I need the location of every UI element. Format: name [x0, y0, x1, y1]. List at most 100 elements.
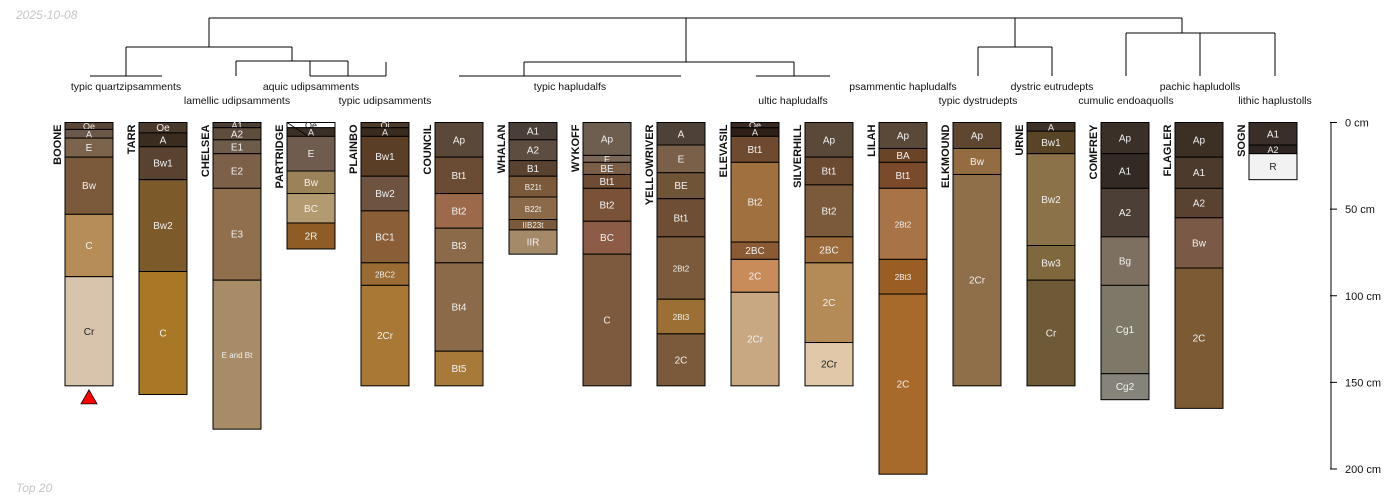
taxonomy-label: psammentic hapludalfs: [849, 81, 956, 93]
horizon-label: R: [1269, 162, 1276, 173]
horizon-flagler-3: [1174, 217, 1224, 269]
horizon-flagler-0: [1174, 122, 1224, 158]
horizon-comfrey-3: [1100, 236, 1150, 286]
horizon-yellowriver-3: [656, 198, 706, 238]
horizon-silverhill-3: [804, 236, 854, 264]
horizon-label: Cr: [1046, 328, 1057, 339]
horizon-elkmound-1: [952, 147, 1002, 175]
horizon-label: A1: [1267, 129, 1280, 140]
profile-council: Ap Bt1 Bt2 Bt3 Bt4 Bt5 COUNCIL: [422, 122, 484, 387]
horizon-label: Bt2: [599, 200, 614, 211]
horizon-label: Bw1: [375, 152, 395, 163]
horizon-label: C: [603, 316, 610, 327]
depth-axis: 0 cm 50 cm 100 cm 150 cm 200 cm: [1330, 118, 1381, 476]
horizon-label: A: [752, 128, 758, 138]
horizon-label: BE: [600, 164, 614, 175]
horizon-elevasil-6: [730, 291, 780, 387]
horizon-yellowriver-6: [656, 333, 706, 387]
horizon-silverhill-0: [804, 122, 854, 158]
horizon-label: Bt3: [451, 241, 466, 252]
profile-name: FLAGLER: [1162, 124, 1174, 176]
horizon-wykoff-0: [582, 122, 632, 156]
horizon-label: Ap: [1193, 135, 1206, 146]
horizon-urne-2: [1026, 153, 1076, 247]
taxonomy-label: dystric eutrudepts: [1011, 81, 1094, 93]
horizon-label: 2C: [675, 355, 688, 366]
axis-tick-label: 0 cm: [1345, 118, 1369, 130]
horizon-label: Bt2: [747, 198, 762, 209]
horizon-wykoff-5: [582, 220, 632, 255]
dendrogram: [90, 17, 1276, 77]
horizon-label: BC: [600, 233, 614, 244]
profile-name: SILVERHILL: [792, 124, 804, 188]
horizon-label: A2: [527, 146, 540, 157]
horizon-label: 2Bt2: [673, 265, 690, 274]
horizon-label: Oe: [83, 121, 95, 131]
profile-name: PLAINBO: [348, 124, 360, 174]
axis-tick-label: 150 cm: [1345, 377, 1381, 389]
horizon-label: 2Cr: [821, 360, 838, 371]
horizon-elevasil-5: [730, 258, 780, 293]
taxonomy-label: typic quartzipsamments: [71, 81, 181, 93]
horizon-label: Cr: [84, 327, 95, 338]
profile-urne: A Bw1 Bw2 Bw3 Cr URNE: [1014, 122, 1076, 387]
taxonomy-label: pachic hapludolls: [1160, 81, 1241, 93]
horizon-comfrey-4: [1100, 284, 1150, 375]
horizon-label: Bt4: [451, 303, 466, 314]
horizon-council-2: [434, 193, 484, 229]
horizon-label: A2: [1267, 145, 1278, 155]
horizon-council-5: [434, 350, 484, 387]
taxonomy-labels: typic quartzipsamments aquic udipsamments…: [71, 81, 1312, 107]
footer-label: Top 20: [16, 481, 53, 495]
horizon-label: Bt1: [895, 171, 910, 182]
profile-plainbo: OiA Bw1 Bw2 BC1 2BC2 2Cr PLAINBO: [348, 121, 410, 387]
horizon-label: Bw: [82, 181, 97, 192]
horizon-label: A1: [1119, 167, 1132, 178]
profile-name: WYKOFF: [570, 124, 582, 172]
horizon-label: Oe: [305, 121, 317, 131]
profile-name: ELEVASIL: [718, 124, 730, 177]
horizon-label: 2Bt3: [895, 273, 912, 282]
horizon-label: A2: [1119, 208, 1132, 219]
horizon-label: Cg2: [1116, 382, 1135, 393]
horizon-label: A: [678, 129, 685, 140]
horizon-label: A1: [231, 121, 242, 131]
profile-name: COMFREY: [1088, 124, 1100, 180]
horizon-tarr-4: [138, 270, 188, 396]
horizon-yellowriver-2: [656, 172, 706, 200]
horizon-label: 2BC: [745, 246, 764, 257]
horizon-silverhill-5: [804, 342, 854, 387]
profile-yellowriver: A E BE Bt1 2Bt2 2Bt3 2C YELLOWRIVER: [644, 122, 706, 387]
horizon-label: B21t: [525, 183, 542, 192]
horizon-flagler-2: [1174, 187, 1224, 219]
horizon-label: Ap: [971, 131, 984, 142]
horizon-council-4: [434, 262, 484, 352]
horizon-label: A1: [527, 127, 540, 138]
horizon-label: A2: [1193, 199, 1206, 210]
horizon-label: 2C: [1193, 334, 1206, 345]
horizon-tarr-3: [138, 179, 188, 272]
horizon-elevasil-2: [730, 135, 780, 163]
warning-marker-icon: [80, 389, 98, 405]
profile-name: WHALAN: [496, 124, 508, 173]
horizon-yellowriver-4: [656, 236, 706, 300]
profile-name: ELKMOUND: [940, 124, 952, 188]
horizon-sogn-2: [1248, 153, 1298, 181]
horizon-label: A: [308, 128, 314, 138]
horizon-label: Bw1: [153, 159, 173, 170]
horizon-label: Ap: [601, 134, 614, 145]
profile-comfrey: Ap A1 A2 Bg Cg1 Cg2 COMFREY: [1088, 122, 1150, 401]
horizon-flagler-4: [1174, 267, 1224, 409]
profile-lilah: Ap BA Bt1 2Bt2 2Bt3 2C LILAH: [866, 122, 928, 475]
horizon-label: Bt5: [451, 364, 466, 375]
horizon-plainbo-4: [360, 210, 410, 264]
horizon-label: BE: [674, 181, 688, 192]
horizon-label: A1: [1193, 168, 1206, 179]
horizon-comfrey-1: [1100, 153, 1150, 189]
profile-name: LILAH: [866, 124, 878, 156]
horizon-label: Oi: [381, 121, 390, 131]
horizon-comfrey-2: [1100, 187, 1150, 238]
profile-name: PARTRIDGE: [274, 125, 286, 189]
horizon-comfrey-5: [1100, 373, 1150, 401]
